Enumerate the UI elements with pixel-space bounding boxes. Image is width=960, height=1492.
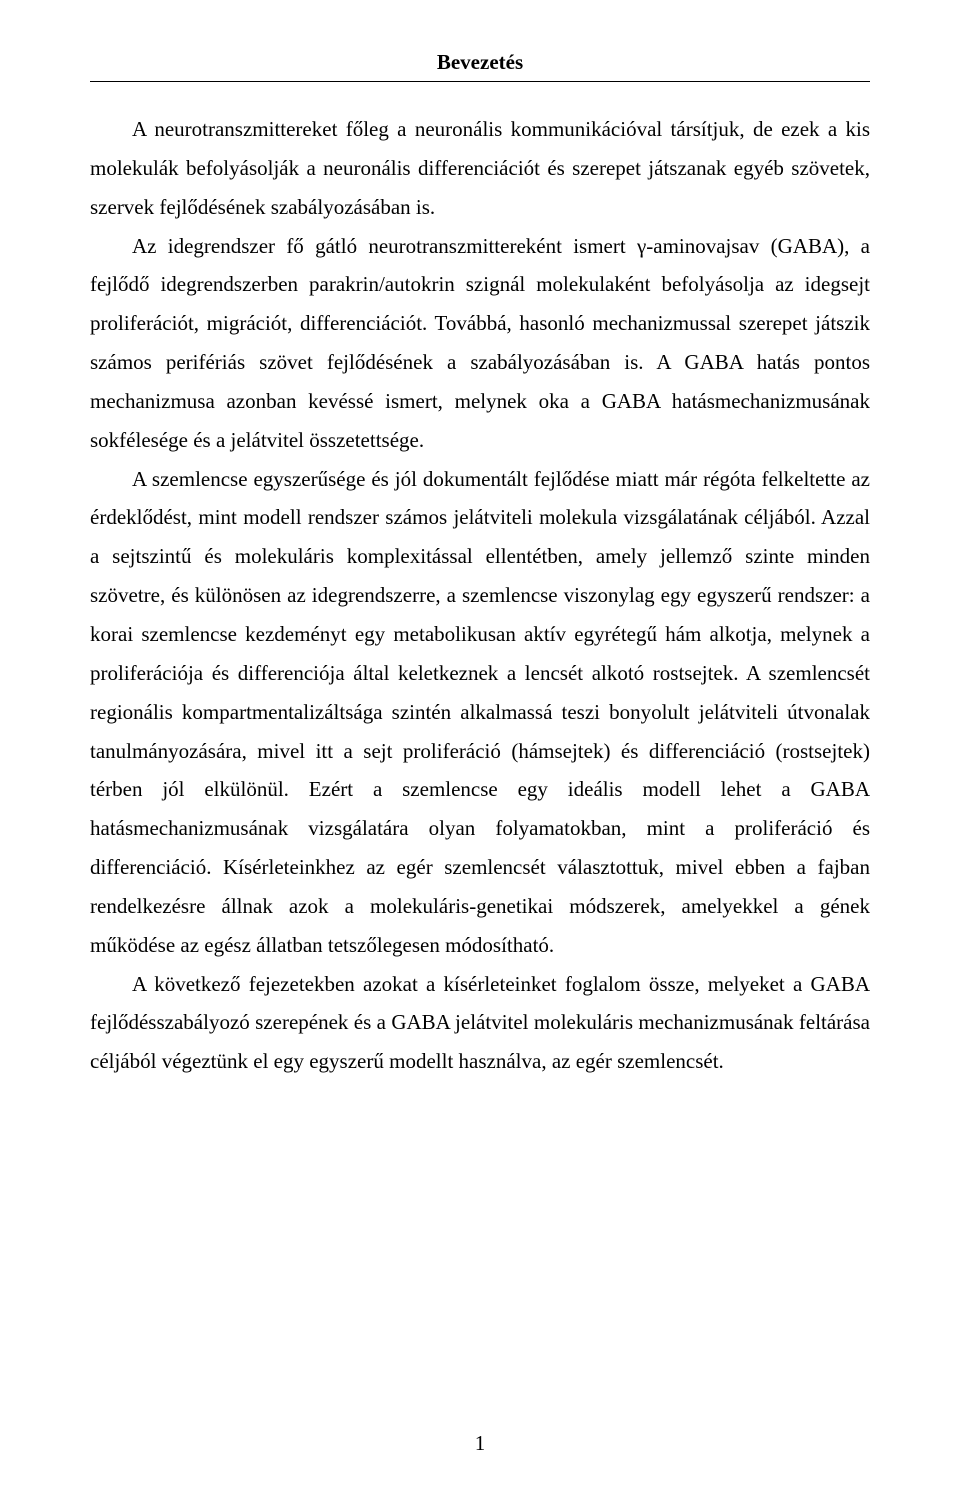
document-page: Bevezetés A neurotranszmittereket főleg … (0, 0, 960, 1492)
paragraph-3: A szemlencse egyszerűsége és jól dokumen… (90, 460, 870, 965)
paragraph-1: A neurotranszmittereket főleg a neuronál… (90, 110, 870, 227)
paragraph-4: A következő fejezetekben azokat a kísérl… (90, 965, 870, 1082)
page-title: Bevezetés (90, 50, 870, 75)
page-number: 1 (0, 1431, 960, 1456)
title-underline (90, 81, 870, 82)
paragraph-2: Az idegrendszer fő gátló neurotranszmitt… (90, 227, 870, 460)
